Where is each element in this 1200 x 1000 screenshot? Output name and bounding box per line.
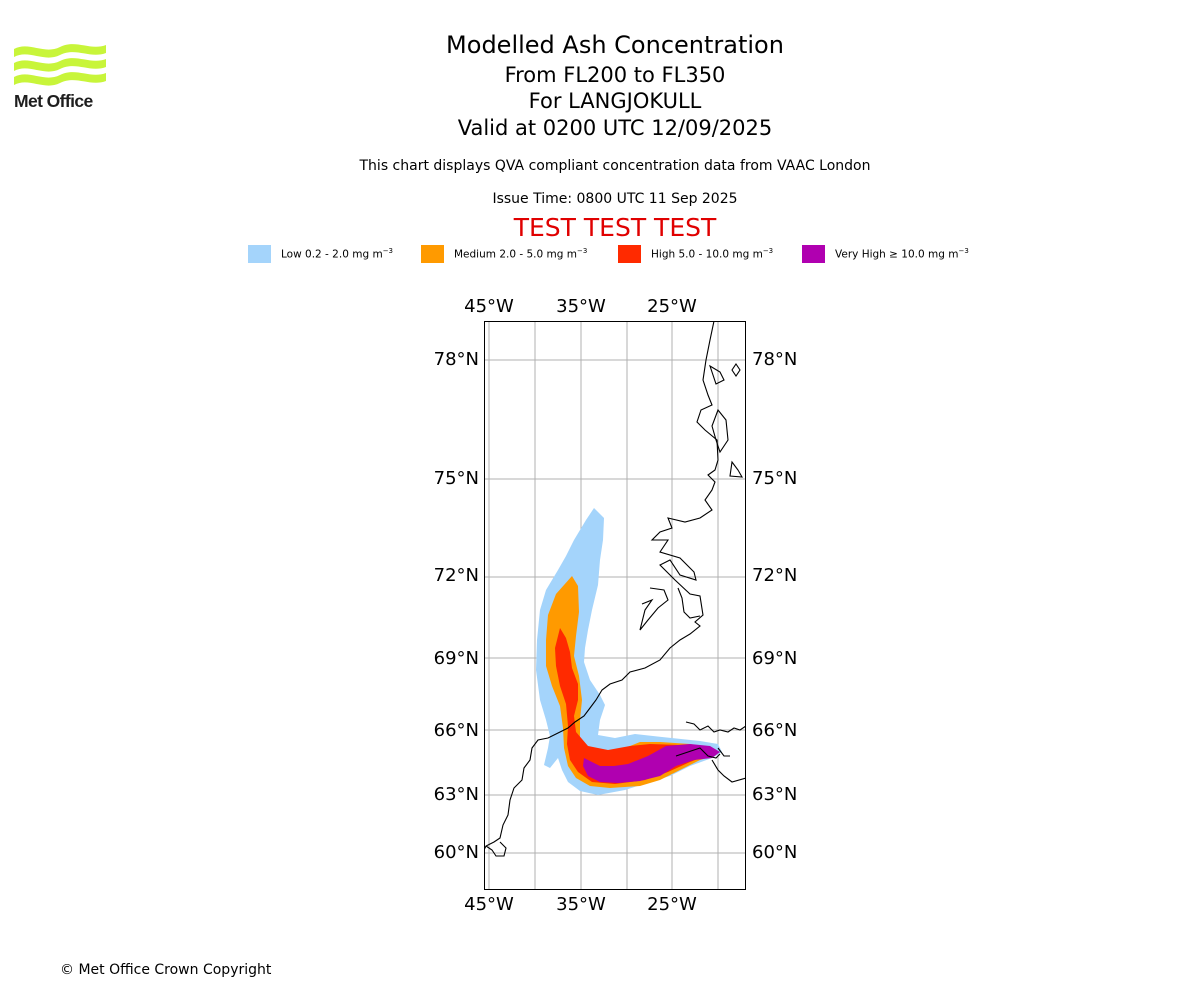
lat-tick-right-78n: 78°N: [752, 349, 797, 370]
legend-label-low: Low 0.2 - 2.0 mg m: [281, 248, 383, 261]
lat-tick-left-63n: 63°N: [434, 784, 479, 805]
lat-tick-left-69n: 69°N: [434, 648, 479, 669]
legend-item-very-high: Very High ≥ 10.0 mg m−3: [802, 244, 969, 264]
lat-tick-right-72n: 72°N: [752, 565, 797, 586]
qva-note: This chart displays QVA compliant concen…: [359, 158, 871, 174]
legend-item-high: High 5.0 - 10.0 mg m−3: [618, 244, 773, 264]
legend-item-low: Low 0.2 - 2.0 mg m−3: [248, 244, 393, 264]
lon-tick-bottom-45w: 45°W: [464, 894, 514, 915]
lon-tick-top-25w: 25°W: [647, 296, 697, 317]
legend-label-medium: Medium 2.0 - 5.0 mg m: [454, 248, 577, 261]
volcano-name: For LANGJOKULL: [528, 89, 702, 113]
ash-very-high-region: [583, 744, 720, 783]
map-gridlines: [484, 321, 746, 890]
legend-exponent-very-high: −3: [958, 247, 969, 256]
legend-swatch-medium: [421, 245, 444, 263]
issue-time: Issue Time: 0800 UTC 11 Sep 2025: [492, 191, 738, 207]
legend-exponent-medium: −3: [576, 247, 588, 256]
lon-tick-bottom-25w: 25°W: [647, 894, 697, 915]
map-frame: [484, 321, 746, 890]
lon-tick-bottom-35w: 35°W: [556, 894, 606, 915]
legend-swatch-high: [618, 245, 641, 263]
legend-exponent-high: −3: [762, 247, 774, 256]
logo-text: Met Office: [14, 91, 93, 111]
flight-level-range: From FL200 to FL350: [504, 63, 726, 87]
lat-tick-right-66n: 66°N: [752, 720, 797, 741]
legend-exponent-low: −3: [382, 247, 394, 256]
coastlines: [484, 321, 746, 857]
copyright-notice: © Met Office Crown Copyright: [60, 962, 272, 978]
chart-title: Modelled Ash Concentration: [446, 31, 784, 59]
legend-swatch-very-high: [802, 245, 825, 263]
lat-tick-right-75n: 75°N: [752, 468, 797, 489]
legend-label-high: High 5.0 - 10.0 mg m: [651, 248, 763, 261]
test-banner: TEST TEST TEST: [513, 213, 717, 242]
lat-tick-right-69n: 69°N: [752, 648, 797, 669]
greenland-coastline: [484, 321, 719, 851]
ash-medium-region: [546, 576, 714, 788]
lat-tick-left-75n: 75°N: [434, 468, 479, 489]
lat-tick-left-66n: 66°N: [434, 720, 479, 741]
lat-tick-right-63n: 63°N: [752, 784, 797, 805]
met-office-logo-icon: [14, 44, 106, 86]
legend-item-medium: Medium 2.0 - 5.0 mg m−3: [421, 244, 587, 264]
ash-high-region: [555, 628, 708, 784]
lat-tick-left-72n: 72°N: [434, 565, 479, 586]
lat-tick-left-78n: 78°N: [434, 349, 479, 370]
lon-tick-top-35w: 35°W: [556, 296, 606, 317]
iceland-coastline: [685, 721, 746, 757]
legend-label-very-high: Very High ≥ 10.0 mg m: [835, 248, 959, 261]
lon-tick-top-45w: 45°W: [464, 296, 514, 317]
valid-time: Valid at 0200 UTC 12/09/2025: [457, 116, 773, 140]
lat-tick-right-60n: 60°N: [752, 842, 797, 863]
ash-low-region: [536, 508, 722, 795]
lat-tick-left-60n: 60°N: [434, 842, 479, 863]
legend-swatch-low: [248, 245, 271, 263]
